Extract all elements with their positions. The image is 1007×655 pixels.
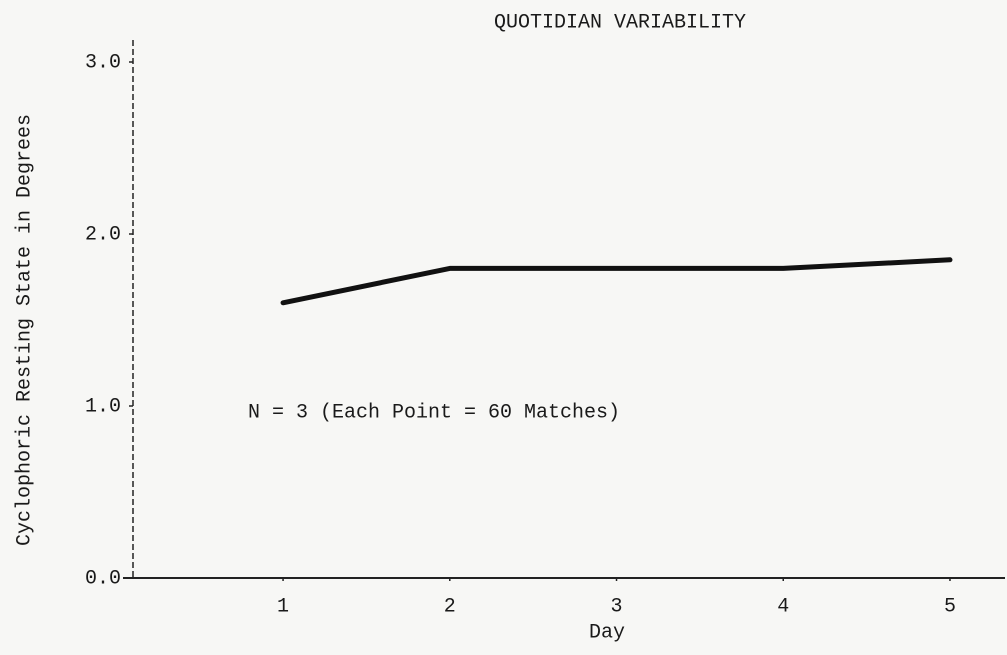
x-axis-label: Day xyxy=(589,621,625,644)
x-tick-label: 4 xyxy=(777,595,789,618)
x-tick-label: 1 xyxy=(277,595,289,618)
y-tick-label: 3.0 xyxy=(85,51,121,74)
x-tick-label: 3 xyxy=(611,595,623,618)
y-tick-label: 0.0 xyxy=(85,567,121,590)
y-tick-label: 2.0 xyxy=(85,223,121,246)
annotation: N = 3 (Each Point = 60 Matches) xyxy=(248,401,620,424)
y-axis-label: Cyclophoric Resting State in Degrees xyxy=(13,114,36,546)
y-tick-label: 1.0 xyxy=(85,395,121,418)
data-line xyxy=(280,257,953,306)
x-tick-label: 5 xyxy=(944,595,956,618)
x-tick-label: 2 xyxy=(444,595,456,618)
chart-title: QUOTIDIAN VARIABILITY xyxy=(494,11,746,34)
